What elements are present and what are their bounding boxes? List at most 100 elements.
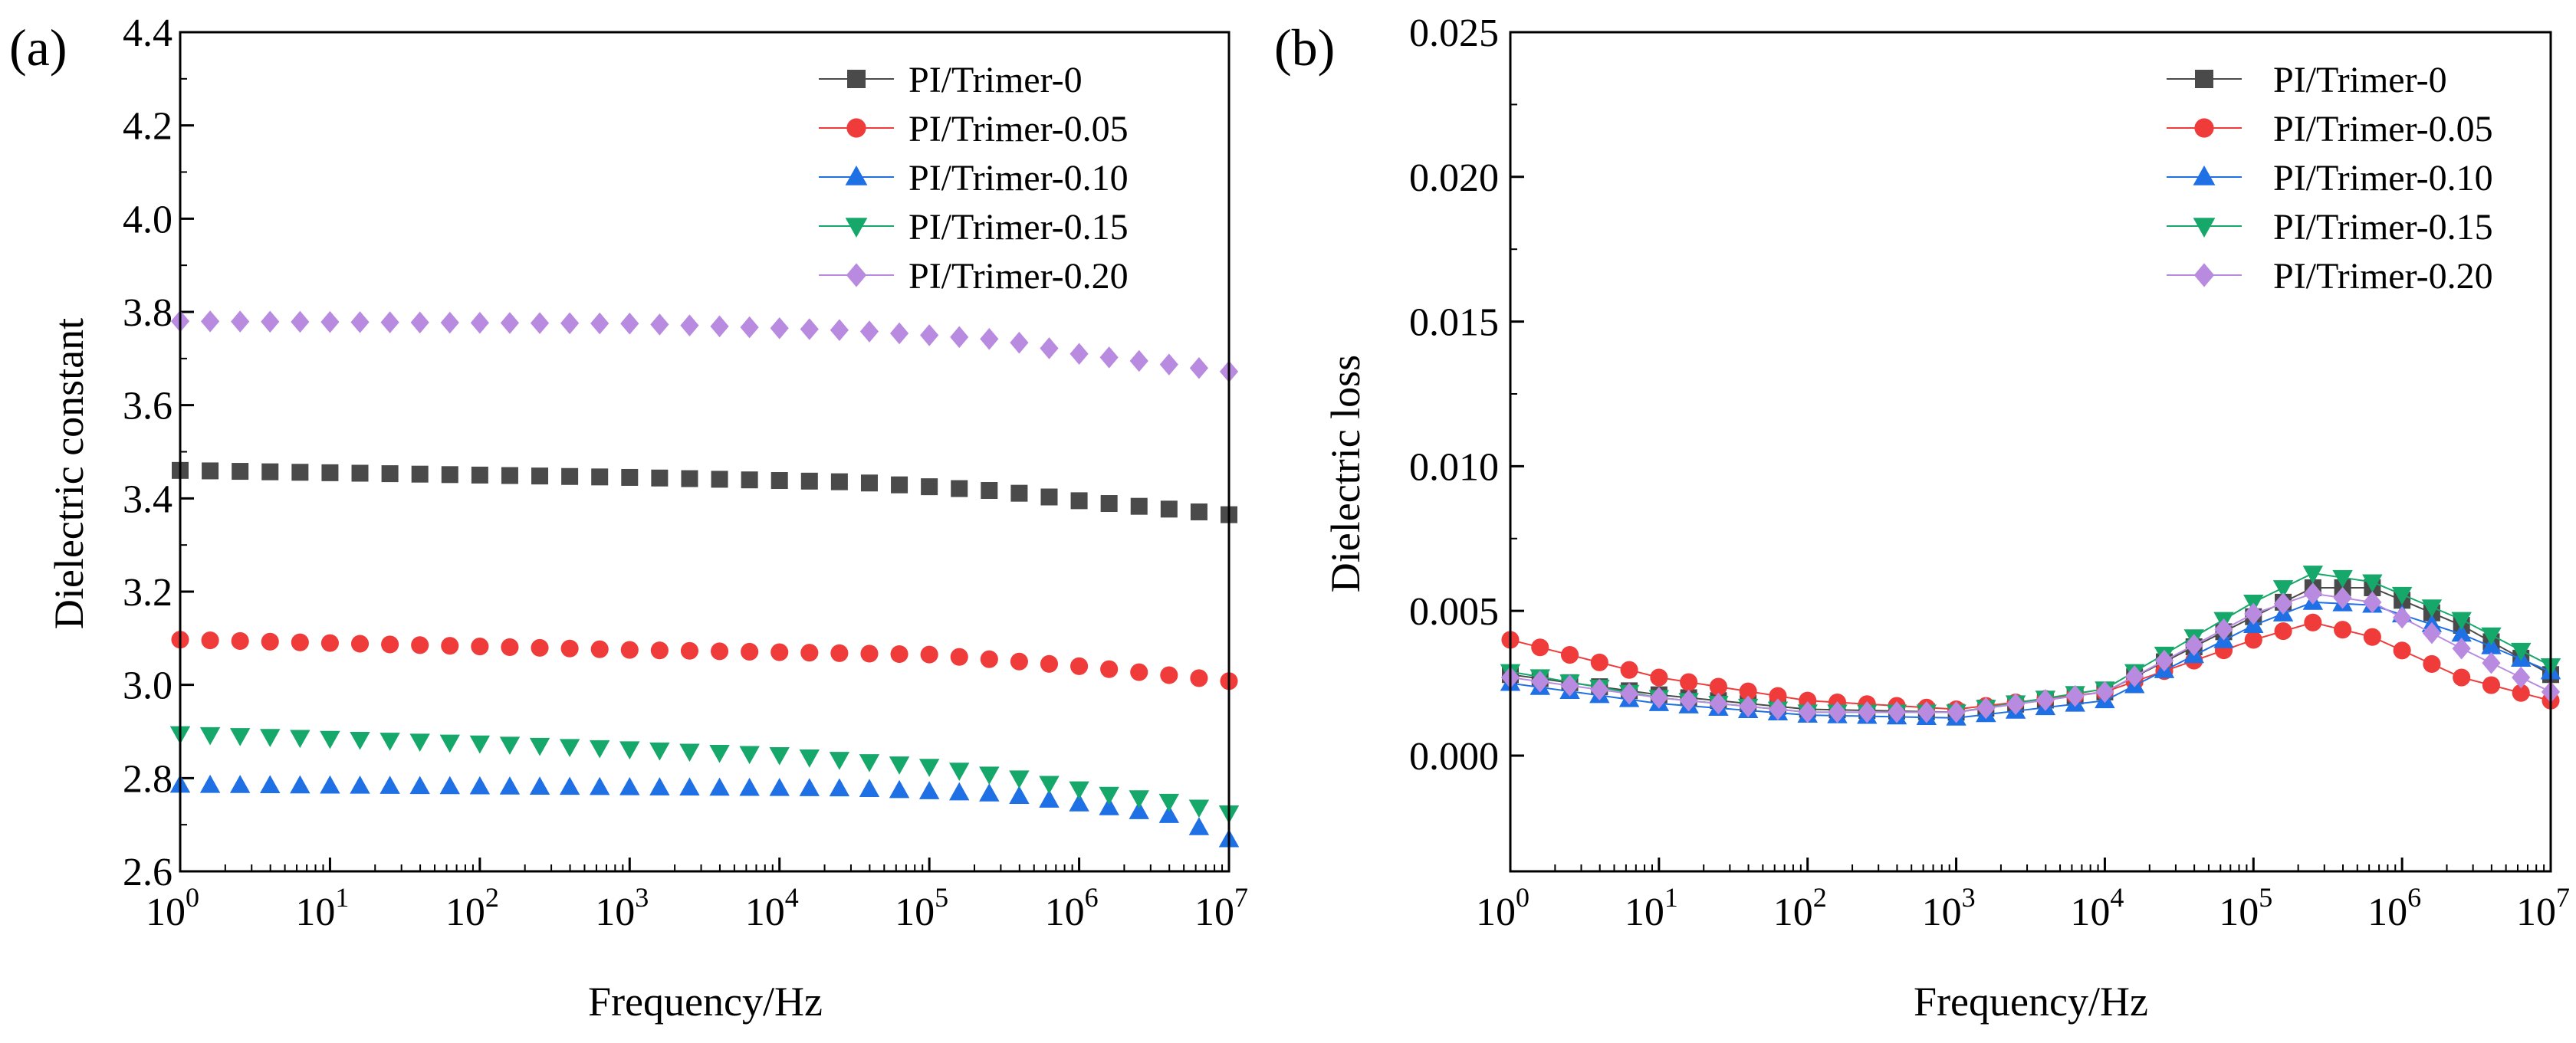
- y-tick-label: 2.6: [123, 851, 172, 894]
- data-point: [351, 464, 369, 482]
- data-point: [739, 746, 760, 765]
- legend-item: PI/Trimer-0.10: [819, 158, 1129, 198]
- data-point: [921, 478, 938, 496]
- data-point: [1530, 671, 1549, 693]
- data-point: [980, 327, 999, 350]
- data-point: [229, 775, 251, 793]
- data-point: [560, 312, 580, 335]
- data-point: [918, 781, 940, 799]
- data-point: [409, 733, 430, 753]
- data-point: [1188, 817, 1210, 835]
- data-point: [1798, 701, 1817, 723]
- legend-label: PI/Trimer-0.05: [909, 109, 1129, 149]
- legend-label: PI/Trimer-0: [909, 60, 1083, 100]
- data-point: [981, 481, 998, 499]
- data-point: [1009, 786, 1030, 804]
- data-point: [889, 756, 910, 775]
- data-point: [1709, 677, 1727, 696]
- legend-label: PI/Trimer-0: [2273, 60, 2447, 100]
- panel-b-ylabel: Dielectric loss: [1322, 355, 1368, 592]
- data-point: [2333, 586, 2352, 609]
- data-point: [710, 642, 729, 661]
- data-point: [800, 644, 819, 662]
- data-point: [1009, 770, 1030, 789]
- data-point: [1190, 503, 1208, 520]
- data-point: [471, 466, 488, 484]
- data-point: [2391, 586, 2413, 605]
- data-point: [799, 749, 820, 768]
- data-point: [232, 463, 249, 481]
- data-point: [830, 473, 848, 490]
- data-point: [2393, 606, 2412, 629]
- data-point: [1768, 698, 1788, 720]
- legend-label: PI/Trimer-0.20: [2273, 256, 2493, 297]
- data-point: [2154, 649, 2174, 672]
- data-point: [470, 311, 489, 334]
- legend-marker: [845, 166, 868, 185]
- data-point: [2006, 693, 2026, 716]
- data-point: [320, 310, 340, 333]
- legend-item: PI/Trimer-0.15: [2167, 207, 2493, 248]
- legend-item: PI/Trimer-0.20: [2167, 256, 2493, 297]
- data-point: [741, 471, 758, 489]
- data-point: [1560, 646, 1579, 664]
- data-point: [410, 311, 429, 334]
- panel-b-label: (b): [1274, 18, 1335, 77]
- data-point: [621, 468, 639, 486]
- panel-a-label: (a): [9, 18, 67, 77]
- data-point: [619, 776, 640, 795]
- data-point: [1100, 495, 1118, 513]
- data-point: [1189, 356, 1209, 379]
- data-point: [560, 639, 579, 658]
- data-point: [260, 775, 281, 794]
- data-point: [1129, 801, 1149, 819]
- data-point: [1620, 661, 1638, 679]
- y-tick-label: 0.015: [1409, 301, 1499, 345]
- data-point: [1130, 497, 1148, 515]
- data-point: [950, 326, 969, 349]
- data-point: [291, 310, 310, 333]
- data-point: [1590, 653, 1608, 671]
- data-point: [2421, 599, 2443, 618]
- data-point: [859, 779, 880, 797]
- data-point: [439, 734, 460, 753]
- data-point: [918, 759, 940, 777]
- data-point: [769, 778, 790, 796]
- data-point: [1099, 797, 1119, 815]
- data-point: [350, 311, 370, 333]
- data-point: [199, 774, 221, 793]
- data-point: [2244, 602, 2263, 625]
- x-tick-label: 100: [1476, 882, 1530, 934]
- data-point: [559, 776, 580, 795]
- data-point: [1679, 689, 1698, 712]
- data-point: [950, 648, 968, 666]
- data-point: [1590, 678, 1609, 701]
- data-point: [200, 310, 220, 333]
- y-tick-label: 3.6: [123, 385, 172, 428]
- data-point: [591, 468, 609, 486]
- legend-item: PI/Trimer-0: [819, 60, 1083, 100]
- data-point: [649, 742, 670, 761]
- series-PI/Trimer-0.15: [169, 726, 1240, 824]
- data-point: [1040, 337, 1059, 359]
- data-point: [2304, 613, 2322, 631]
- data-point: [320, 775, 340, 794]
- data-point: [679, 743, 700, 763]
- legend-label: PI/Trimer-0.05: [2273, 109, 2493, 149]
- y-tick-label: 3.2: [123, 571, 172, 615]
- y-tick-label: 3.8: [123, 291, 172, 335]
- data-point: [2184, 634, 2203, 657]
- data-point: [860, 644, 879, 663]
- legend-label: PI/Trimer-0.15: [2273, 207, 2493, 248]
- x-tick-label: 104: [2070, 882, 2124, 934]
- data-point: [350, 731, 370, 750]
- y-tick-label: 0.020: [1409, 156, 1499, 200]
- legend-marker: [847, 70, 866, 88]
- data-point: [1158, 793, 1180, 812]
- x-tick-label: 102: [1773, 882, 1827, 934]
- series-PI/Trimer-0.10: [169, 774, 1240, 848]
- data-point: [829, 778, 850, 797]
- data-point: [500, 312, 520, 334]
- legend-item: PI/Trimer-0.20: [819, 256, 1129, 297]
- data-point: [680, 641, 699, 660]
